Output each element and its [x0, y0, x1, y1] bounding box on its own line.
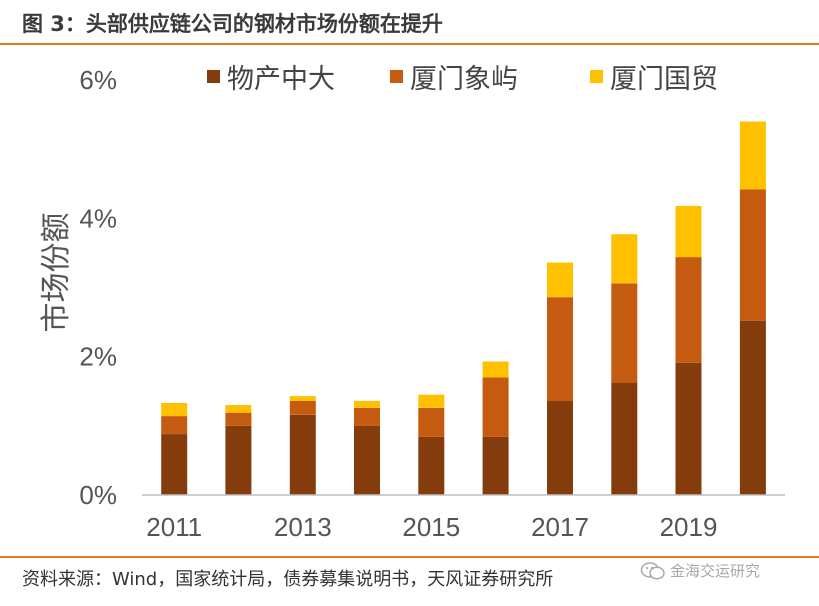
y-tick-label: 4%: [79, 203, 117, 233]
x-tick-label: 2011: [146, 512, 202, 542]
watermark: 金海交运研究: [640, 560, 760, 581]
bar-segment-2017-s0: [547, 400, 573, 495]
title-divider: [0, 43, 819, 45]
bar-segment-2014-s0: [354, 425, 380, 495]
figure-title: 图 3：头部供应链公司的钢材市场份额在提升: [22, 12, 443, 36]
bar-segment-2011-s0: [161, 434, 188, 495]
x-tick-label: 2017: [531, 512, 589, 542]
y-tick-label: 6%: [79, 65, 117, 95]
stacked-bar-chart: 物产中大 厦门象屿 厦门国贸 0%2%4%6% 2011 2013 2015 2017 20…: [39, 64, 785, 542]
legend-label: 物产中大: [227, 64, 335, 95]
bar-segment-2016-s0: [482, 436, 509, 495]
bar-segment-2018-s1: [611, 283, 638, 383]
bar-segment-2015-s2: [418, 394, 445, 408]
bar-segment-2012-s2: [225, 405, 252, 413]
legend-swatch: [390, 70, 403, 83]
bar-segment-2016-s2: [482, 361, 509, 378]
bar-segment-2017-s2: [547, 262, 573, 298]
bar-segment-2015-s0: [418, 436, 445, 495]
bar-segment-2019-s2: [675, 205, 702, 258]
bar-segment-2016-s1: [482, 377, 509, 437]
bar-segment-2019-s0: [675, 362, 702, 495]
x-axis-ticks: 2011 2013 2015 2017 2019: [146, 512, 717, 542]
legend: 物产中大 厦门象屿 厦门国贸: [207, 64, 718, 95]
x-tick-label: 2019: [660, 512, 718, 542]
bar-segment-2013-s1: [289, 400, 316, 415]
bar-segment-2013-s2: [289, 396, 316, 401]
y-axis-ticks: 0% 2% 4% 6%: [79, 65, 117, 510]
bar-segment-2020-s2: [739, 121, 766, 190]
bar-segment-2011-s2: [161, 403, 188, 417]
bar-segment-2017-s1: [547, 297, 573, 401]
y-tick-label: 0%: [79, 480, 117, 510]
bar-segment-2020-s0: [739, 320, 766, 495]
legend-label: 厦门国贸: [610, 64, 718, 95]
bar-segment-2012-s1: [225, 412, 252, 426]
source-divider: [0, 556, 819, 558]
legend-swatch: [590, 70, 603, 83]
y-tick-label: 2%: [79, 342, 117, 372]
source-note: 资料来源：Wind，国家统计局，债券募集说明书，天风证券研究所: [22, 569, 554, 590]
legend-label: 厦门象屿: [410, 64, 518, 95]
x-tick-label: 2013: [274, 512, 332, 542]
bar-segment-2011-s1: [161, 416, 188, 435]
bars: [161, 121, 766, 495]
legend-swatch: [207, 70, 220, 83]
y-axis-label: 市场份额: [39, 213, 74, 333]
bar-segment-2018-s0: [611, 382, 638, 495]
bar-segment-2019-s1: [675, 257, 702, 363]
bar-segment-2013-s0: [289, 414, 316, 495]
watermark-text: 金海交运研究: [670, 562, 761, 580]
bar-segment-2020-s1: [739, 189, 766, 321]
bar-segment-2012-s0: [225, 425, 252, 495]
bar-segment-2014-s1: [354, 407, 380, 426]
bar-segment-2018-s2: [611, 234, 638, 284]
bar-segment-2015-s1: [418, 407, 445, 437]
wechat-icon: [640, 561, 665, 580]
x-tick-label: 2015: [402, 512, 460, 542]
bar-segment-2014-s2: [354, 400, 380, 408]
